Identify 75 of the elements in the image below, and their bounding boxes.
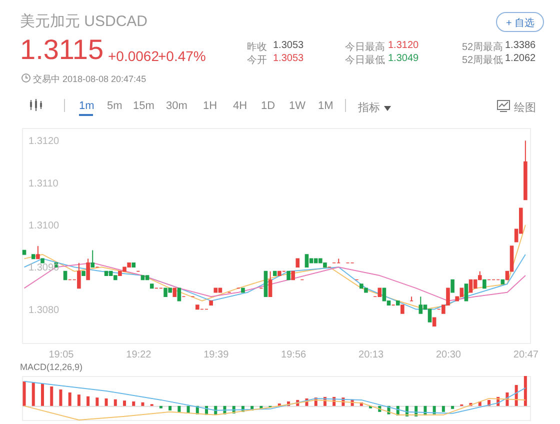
text: 1.3115	[20, 34, 104, 66]
text: 昨收	[247, 41, 267, 54]
line-series	[24, 262, 526, 302]
x-tick-label: 20:47	[513, 350, 539, 360]
y-tick-label: 1.3100	[28, 220, 60, 232]
bar	[59, 389, 62, 406]
candlestick	[36, 246, 40, 260]
y-tick-label: 1.3110	[28, 178, 59, 190]
text: 1.3049	[388, 53, 419, 64]
text: 1W	[289, 100, 306, 112]
candlestick	[90, 250, 95, 268]
text: 今日最高	[345, 40, 385, 54]
y-tick-label: 1.3120	[28, 136, 60, 148]
text: +0.0062	[108, 48, 159, 64]
bar	[86, 396, 90, 406]
text: 今开	[247, 54, 267, 67]
candlestick	[77, 262, 81, 289]
candlestick	[418, 296, 423, 314]
text: 52周最低	[462, 54, 504, 67]
bar	[524, 376, 527, 406]
x-tick-label: 19:05	[48, 350, 74, 360]
bar	[77, 394, 80, 406]
text: 30m	[166, 100, 188, 112]
text: 交易中 2018-08-08 20:47:45	[33, 73, 146, 86]
bar	[41, 383, 44, 406]
bar	[68, 392, 72, 406]
candlestick	[464, 284, 468, 302]
candlestick	[382, 288, 386, 302]
text: 1D	[261, 100, 276, 112]
text: 1M	[318, 100, 334, 112]
x-tick-label: 20:13	[358, 350, 384, 360]
bar	[168, 406, 172, 410]
candlestick	[428, 308, 432, 322]
x-tick-label: 19:56	[281, 350, 307, 360]
text: + 自选	[506, 16, 535, 30]
text: 1H	[203, 100, 218, 112]
bar	[442, 406, 445, 412]
candlestick	[86, 258, 90, 280]
text: 1.3120	[388, 40, 419, 51]
text: 1m	[79, 100, 94, 112]
text: 今日最低	[345, 54, 385, 67]
bar	[178, 406, 181, 412]
x-tick-label: 20:30	[436, 350, 462, 360]
candlestick	[268, 270, 272, 298]
y-tick-label: 1.3080	[28, 304, 60, 316]
x-tick-label: 19:39	[204, 350, 230, 360]
candlestick	[468, 279, 473, 293]
text: 4H	[233, 100, 248, 112]
text: 15m	[133, 100, 154, 112]
bar	[32, 382, 35, 406]
candlestick	[450, 279, 454, 293]
candlestick	[177, 288, 182, 302]
text: 指标	[358, 101, 380, 115]
bar	[104, 398, 108, 406]
chart-title: 美元加元 USDCAD	[20, 12, 148, 31]
bar	[22, 381, 26, 406]
text: 5m	[107, 100, 122, 112]
bar	[96, 398, 99, 406]
text: 1.3053	[273, 53, 304, 64]
bar	[114, 399, 117, 406]
text: 1.3053	[273, 40, 304, 51]
chart-title: MACD(12,26,9)	[20, 362, 83, 372]
candlestick	[304, 254, 309, 268]
text: 52周最高	[462, 40, 504, 54]
x-tick-label: 19:22	[126, 350, 152, 360]
bar	[141, 402, 144, 406]
text: 绘图	[514, 101, 536, 115]
bar	[451, 406, 454, 409]
bar	[159, 406, 162, 408]
bar	[132, 401, 136, 406]
bar	[50, 386, 54, 406]
text: 1.3386	[505, 40, 536, 51]
text: +0.47%	[158, 48, 206, 64]
bar	[123, 400, 126, 406]
text: 1.2062	[505, 53, 536, 64]
